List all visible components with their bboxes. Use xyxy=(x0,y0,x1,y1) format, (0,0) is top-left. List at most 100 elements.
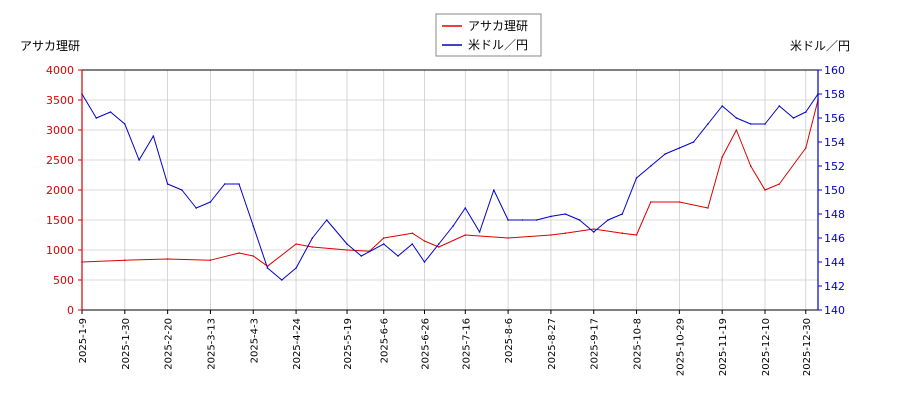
series-0-point-7 xyxy=(295,243,297,245)
series-1-point-38 xyxy=(635,177,638,179)
y-left-tick-label-1: 500 xyxy=(53,274,74,287)
series-1-point-34 xyxy=(578,219,581,221)
grid-lines xyxy=(81,69,818,311)
x-tick-label-9: 2025-7-16 xyxy=(461,318,472,370)
series-0-point-24 xyxy=(707,207,709,209)
series-1-point-24 xyxy=(438,243,440,245)
series-1-point-21 xyxy=(397,255,399,257)
x-tick-label-12: 2025-9-17 xyxy=(590,318,601,370)
x-tick-label-7: 2025-6-6 xyxy=(380,318,391,363)
series-1-point-44 xyxy=(721,105,723,107)
series-1-point-8 xyxy=(195,207,197,209)
x-tick-label-15: 2025-11-19 xyxy=(718,318,729,376)
series-1-point-7 xyxy=(181,189,183,191)
legend-box xyxy=(435,13,542,57)
series-1-point-19 xyxy=(360,255,363,257)
series-1-point-14 xyxy=(281,279,283,281)
series-0-point-29 xyxy=(778,183,781,185)
series-1-point-46 xyxy=(749,123,752,125)
x-tick-label-13: 2025-10-8 xyxy=(633,318,644,370)
right-axis-title: 米ドル／円 xyxy=(790,39,850,53)
series-0-point-25 xyxy=(721,156,723,158)
x-tick-label-4: 2025-4-3 xyxy=(249,318,260,363)
series-0-point-9 xyxy=(346,249,348,251)
series-0-point-1 xyxy=(124,259,126,262)
y-right-tick-label-10: 160 xyxy=(824,64,845,77)
series-1-point-6 xyxy=(166,183,169,185)
y-left-tick-label-2: 1000 xyxy=(46,244,74,257)
series-1-point-33 xyxy=(564,213,566,215)
series-1-point-35 xyxy=(592,231,595,233)
series-0-point-4 xyxy=(238,252,240,254)
series-0-point-5 xyxy=(252,255,255,257)
axes: 2025-1-9 2025-1-30 2025-2-20 2025-3-13 2025-… xyxy=(46,64,845,376)
legend: アサカ理研 米ドル／円 xyxy=(435,13,542,57)
y-right-tick-label-2: 144 xyxy=(824,256,845,269)
y-right-tick-label-9: 158 xyxy=(824,88,845,101)
series-1-point-26 xyxy=(464,207,467,209)
series-1-point-27 xyxy=(478,231,481,233)
series-1-point-12 xyxy=(252,225,255,227)
series-1-point-2 xyxy=(109,111,112,113)
series-1-point-23 xyxy=(423,261,426,263)
series-line-1 xyxy=(81,93,819,281)
series-1-point-41 xyxy=(678,147,681,149)
y-left-tick-label-0: 0 xyxy=(67,304,74,317)
y-right-tick-label-3: 146 xyxy=(824,232,845,245)
series-1-point-30 xyxy=(521,219,524,221)
x-tick-label-10: 2025-8-6 xyxy=(504,318,515,363)
series-0-point-17 xyxy=(550,234,552,236)
series-0-point-3 xyxy=(209,259,212,262)
series-1-point-28 xyxy=(493,189,495,191)
series-1-point-29 xyxy=(507,219,509,221)
y-right-tick-label-8: 156 xyxy=(824,112,845,125)
series-1-point-13 xyxy=(266,267,269,269)
series-1-point-1 xyxy=(95,117,98,119)
y-left-tick-label-3: 1500 xyxy=(46,214,74,227)
series-0-point-19 xyxy=(592,228,595,230)
series-1-point-48 xyxy=(778,105,781,107)
series-1-point-25 xyxy=(452,225,454,227)
series-0-point-14 xyxy=(438,246,440,248)
y-left-tick-label-4: 2000 xyxy=(46,184,74,197)
left-axis-title: アサカ理研 xyxy=(20,39,80,53)
series-1-point-47 xyxy=(764,123,766,125)
x-tick-label-2: 2025-2-20 xyxy=(164,318,175,370)
x-tick-label-14: 2025-10-29 xyxy=(675,318,686,376)
series-0-point-22 xyxy=(650,201,652,203)
y-left-tick-label-5: 2500 xyxy=(46,154,74,167)
series-0-point-8 xyxy=(311,246,314,248)
x-tick-label-17: 2025-12-30 xyxy=(802,318,813,376)
series-0-point-13 xyxy=(423,240,426,242)
series-1-point-39 xyxy=(650,165,652,167)
series-1-point-10 xyxy=(223,183,226,185)
legend-label-series-0: アサカ理研 xyxy=(468,19,528,33)
series-1-point-17 xyxy=(325,219,328,221)
series-0-point-16 xyxy=(507,237,509,239)
series-0-point-18 xyxy=(564,232,566,234)
series-0-point-28 xyxy=(764,189,766,191)
series-1-point-22 xyxy=(411,243,414,245)
y-right-tick-label-4: 148 xyxy=(824,208,845,221)
series-1-point-50 xyxy=(805,111,807,113)
series-1-point-20 xyxy=(382,243,385,245)
series-0-point-26 xyxy=(735,129,738,131)
series-0-point-15 xyxy=(464,234,467,236)
x-tick-label-3: 2025-3-13 xyxy=(206,318,217,370)
series-1-point-31 xyxy=(535,219,538,221)
series-1-point-16 xyxy=(311,237,314,239)
y-right-tick-label-0: 140 xyxy=(824,304,845,317)
y-left-tick-label-7: 3500 xyxy=(46,94,74,107)
y-right-tick-label-1: 142 xyxy=(824,280,845,293)
x-tick-label-5: 2025-4-24 xyxy=(292,318,303,370)
x-tick-label-11: 2025-8-27 xyxy=(547,318,558,370)
y-left-tick-label-6: 3000 xyxy=(46,124,74,137)
series-1-point-4 xyxy=(138,159,140,161)
x-tick-label-16: 2025-12-10 xyxy=(761,318,772,376)
series-0-point-23 xyxy=(678,201,681,203)
series-0-point-20 xyxy=(621,232,624,234)
series-0-point-30 xyxy=(805,147,807,149)
y-left-tick-label-8: 4000 xyxy=(46,64,74,77)
